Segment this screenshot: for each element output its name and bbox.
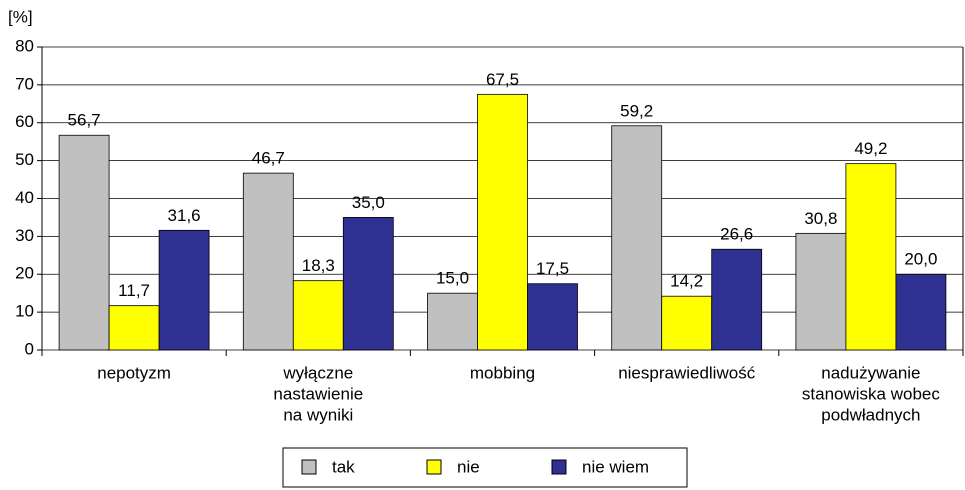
x-tick-label: mobbing	[470, 363, 535, 382]
value-label: 26,6	[720, 225, 753, 244]
value-label: 56,7	[68, 111, 101, 130]
value-label: 49,2	[854, 139, 887, 158]
value-label: 67,5	[486, 70, 519, 89]
x-tick-label: nastawienie	[273, 384, 363, 403]
y-tick-label: 70	[15, 74, 34, 93]
x-tick-label: niesprawiedliwość	[618, 363, 756, 382]
bar	[58, 134, 110, 351]
value-label: 31,6	[168, 206, 201, 225]
x-tick-label: wyłączne	[282, 363, 353, 382]
legend-swatch	[426, 459, 442, 475]
bar	[477, 93, 528, 351]
legend-label: nie wiem	[582, 457, 649, 476]
legend-label: tak	[332, 457, 355, 476]
value-label: 35,0	[352, 193, 385, 212]
value-label: 17,5	[536, 259, 569, 278]
x-tick-label: nadużywanie	[821, 363, 920, 382]
x-tick-label: nepotyzm	[97, 363, 171, 382]
y-tick-label: 50	[15, 150, 34, 169]
value-label: 15,0	[436, 269, 469, 288]
legend-box	[282, 447, 688, 488]
bar	[242, 172, 294, 351]
y-tick-label: 10	[15, 302, 34, 321]
bar	[158, 229, 210, 351]
value-label: 18,3	[302, 256, 335, 275]
legend-swatch	[551, 459, 567, 475]
bar	[661, 295, 713, 351]
y-tick-label: 20	[15, 264, 34, 283]
value-label: 30,8	[804, 209, 837, 228]
bar	[292, 280, 344, 351]
y-tick-label: 0	[25, 339, 34, 358]
x-tick-label: podwładnych	[821, 405, 920, 424]
value-label: 14,2	[670, 272, 703, 291]
value-label: 59,2	[620, 101, 653, 120]
legend-swatch	[301, 459, 317, 475]
y-tick-label: 40	[15, 188, 34, 207]
bar	[342, 217, 394, 351]
bar	[427, 292, 478, 351]
bar	[108, 305, 160, 351]
value-label: 20,0	[904, 250, 937, 269]
y-tick-label: 30	[15, 226, 34, 245]
legend-label: nie	[457, 457, 480, 476]
bar	[711, 248, 763, 351]
bar	[795, 232, 847, 351]
y-tick-label: 80	[15, 36, 34, 55]
bar	[845, 163, 897, 351]
y-axis-label: [%]	[8, 7, 33, 26]
bar	[895, 273, 947, 351]
value-label: 46,7	[252, 149, 285, 168]
bar	[611, 125, 663, 351]
x-tick-label: stanowiska wobec	[802, 384, 940, 403]
bar	[527, 283, 578, 351]
value-label: 11,7	[118, 281, 150, 300]
y-tick-label: 60	[15, 112, 34, 131]
x-tick-label: na wyniki	[283, 405, 353, 424]
